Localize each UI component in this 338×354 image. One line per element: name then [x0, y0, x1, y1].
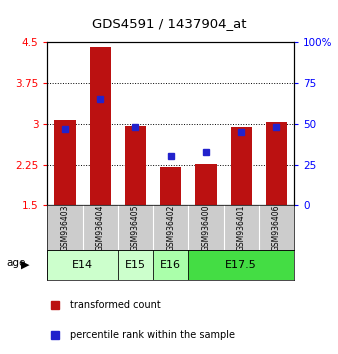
Text: E15: E15: [125, 259, 146, 270]
Text: GDS4591 / 1437904_at: GDS4591 / 1437904_at: [92, 17, 246, 30]
Bar: [153, 250, 188, 280]
Text: percentile rank within the sample: percentile rank within the sample: [70, 330, 235, 339]
Bar: [231, 127, 252, 205]
Bar: [47, 250, 118, 280]
Bar: [54, 120, 75, 205]
Text: ▶: ▶: [21, 259, 30, 270]
Bar: [266, 122, 287, 205]
Text: GSM936403: GSM936403: [61, 204, 69, 251]
Text: GSM936405: GSM936405: [131, 204, 140, 251]
Bar: [160, 167, 181, 205]
Text: transformed count: transformed count: [70, 299, 160, 310]
Text: GSM936404: GSM936404: [96, 204, 105, 251]
Text: age: age: [7, 258, 26, 268]
Text: E16: E16: [160, 259, 181, 270]
Text: GSM936402: GSM936402: [166, 204, 175, 251]
Text: GSM936406: GSM936406: [272, 204, 281, 251]
Text: E14: E14: [72, 259, 93, 270]
Bar: [90, 47, 111, 205]
Bar: [125, 126, 146, 205]
Text: GSM936401: GSM936401: [237, 204, 246, 251]
Text: E17.5: E17.5: [225, 259, 257, 270]
Bar: [195, 164, 217, 205]
Bar: [188, 250, 294, 280]
Bar: [118, 250, 153, 280]
Text: GSM936400: GSM936400: [201, 204, 211, 251]
